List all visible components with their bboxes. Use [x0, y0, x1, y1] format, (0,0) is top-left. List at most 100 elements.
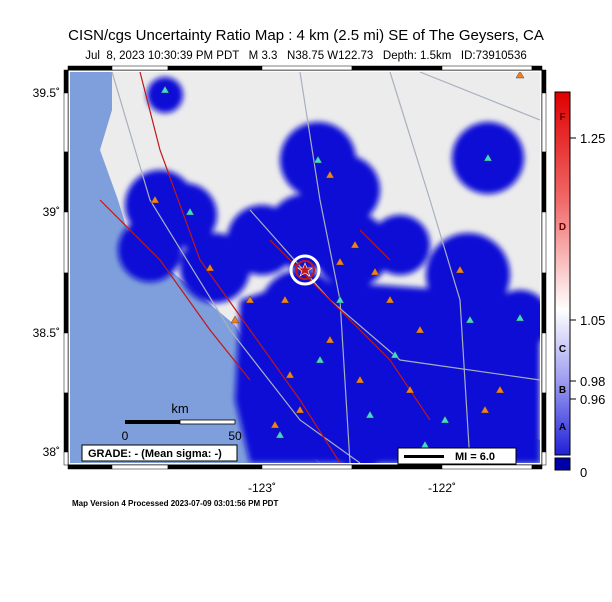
lat-label: 38.5˚ — [33, 326, 60, 340]
grade-letter: F — [559, 112, 565, 123]
station — [270, 420, 280, 429]
coverage-blob — [147, 77, 183, 113]
station — [455, 265, 465, 274]
border-segment — [261, 65, 353, 71]
coverage-blob — [330, 410, 390, 463]
border-segment — [441, 65, 533, 71]
lon-label: -122˚ — [428, 481, 456, 495]
ocean — [70, 72, 320, 463]
scale-segment — [125, 420, 180, 424]
road — [249, 209, 540, 381]
coverage-blob — [314, 212, 390, 288]
colorbar-tick-label: 0.96 — [580, 392, 605, 407]
road — [299, 72, 351, 463]
scale-end: 50 — [228, 429, 242, 443]
border-segment — [63, 92, 69, 153]
subtitle: Jul 8, 2023 10:30:39 PM PDT M 3.3 N38.75… — [85, 50, 527, 62]
scale-start: 0 — [122, 429, 129, 443]
station — [230, 315, 240, 324]
epicenter-star — [297, 262, 313, 277]
station — [480, 405, 490, 414]
grade-letter: A — [559, 422, 566, 433]
border-segment — [67, 65, 113, 71]
grade-letter: D — [559, 222, 566, 233]
border-segment — [541, 451, 547, 466]
colorbar-tick-label: 0.98 — [580, 374, 605, 389]
lat-label: 39˚ — [43, 205, 60, 219]
coverage-blob — [426, 233, 510, 317]
fault — [139, 72, 341, 463]
station — [483, 153, 493, 162]
border-segment — [541, 211, 547, 274]
colorbar-zero — [554, 457, 571, 471]
roads — [111, 72, 540, 463]
station — [205, 263, 215, 272]
border-segment — [541, 151, 547, 213]
border-segment — [351, 464, 443, 470]
station — [335, 257, 345, 266]
border-segment — [67, 464, 113, 470]
station — [495, 385, 505, 394]
border-segment — [541, 332, 547, 394]
coverage-blob — [370, 215, 430, 275]
border-segment — [351, 65, 443, 71]
map-border — [63, 65, 547, 470]
lon-axis: -123˚ -122˚ — [248, 481, 456, 495]
border-segment — [63, 392, 69, 453]
road — [389, 72, 471, 463]
station — [405, 385, 415, 394]
station — [280, 295, 290, 304]
border-segment — [531, 65, 543, 71]
colorbar-gradient — [554, 91, 571, 456]
station — [295, 405, 305, 414]
border-segment — [541, 272, 547, 334]
lat-label: 38˚ — [43, 445, 60, 459]
station — [275, 430, 285, 439]
station — [365, 410, 375, 419]
colorbar-tick-label: 0 — [580, 465, 587, 480]
border-segment — [531, 464, 543, 470]
mi-legend-text: MI = 6.0 — [455, 451, 495, 463]
coverage-blob — [490, 290, 540, 350]
station — [515, 72, 525, 79]
station — [160, 85, 170, 94]
grade-letter: C — [559, 344, 566, 355]
stations — [150, 72, 525, 449]
border-segment — [111, 65, 169, 71]
epicenter-ring — [289, 254, 321, 286]
station — [350, 240, 360, 249]
station — [313, 155, 323, 164]
epicenter-ring — [295, 260, 315, 280]
border-segment — [63, 211, 69, 274]
road — [419, 72, 540, 121]
lon-label: -123˚ — [248, 481, 276, 495]
scale-segment — [179, 419, 236, 425]
scale-bar: km 0 50 — [122, 401, 242, 443]
border-segment — [167, 65, 263, 71]
station — [440, 415, 450, 424]
station — [355, 375, 365, 384]
mi-legend-box — [397, 447, 517, 465]
station — [335, 295, 345, 304]
lat-label: 39.5˚ — [33, 86, 60, 100]
scale-unit: km — [171, 401, 188, 416]
title: CISN/cgs Uncertainty Ratio Map : 4 km (2… — [68, 27, 544, 44]
lat-axis: 39.5˚ 39˚ 38.5˚ 38˚ — [33, 86, 60, 459]
station — [325, 335, 335, 344]
grade-box — [81, 444, 238, 462]
border-segment — [63, 151, 69, 213]
station — [245, 295, 255, 304]
mi-legend-line — [404, 455, 444, 458]
station — [515, 313, 525, 322]
station — [390, 350, 400, 359]
grade-text: GRADE: - (Mean sigma: -) — [88, 448, 222, 460]
border-segment — [541, 92, 547, 153]
station — [185, 207, 195, 216]
border-segment — [63, 272, 69, 334]
station — [315, 355, 325, 364]
road — [111, 72, 361, 463]
station — [465, 315, 475, 324]
station — [370, 267, 380, 276]
colorbar-tick-label: 1.25 — [580, 131, 605, 146]
